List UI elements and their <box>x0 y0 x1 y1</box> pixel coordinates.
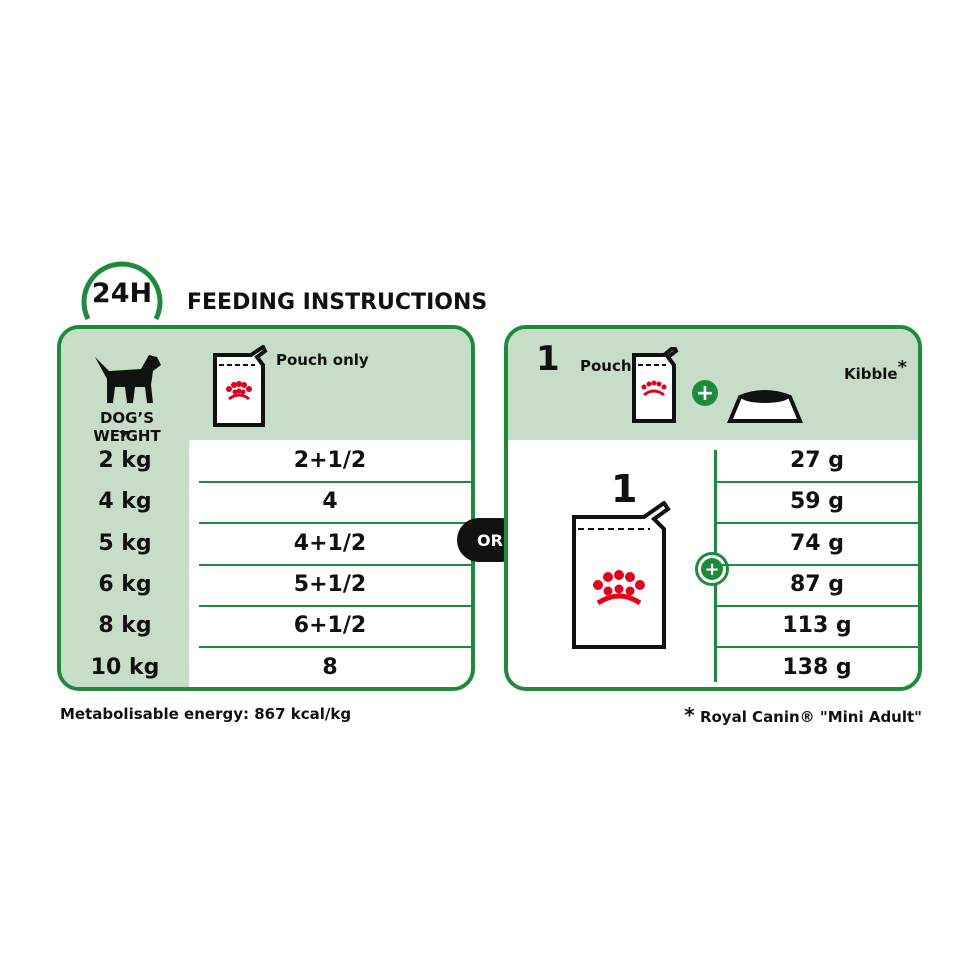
kibble-amount-cell: 59 g <box>789 489 845 515</box>
weight-cell: 4 kg <box>98 489 152 515</box>
row-divider <box>716 522 918 525</box>
weight-cell: 2 kg <box>98 448 152 473</box>
row-divider <box>716 563 918 566</box>
big-pouch-count: 1 <box>611 467 638 511</box>
pouch-icon <box>213 345 268 427</box>
row-divider <box>199 646 471 649</box>
row-divider <box>716 481 918 483</box>
pouch-amount-cell: 4 <box>322 489 338 515</box>
clock-label: 24H <box>91 278 153 309</box>
kibble-footnote: * Royal Canin® "Mini Adult" <box>684 703 922 727</box>
weight-cell: 5 kg <box>98 530 152 556</box>
plus-circle-icon: + <box>695 552 729 586</box>
page-title: FEEDING INSTRUCTIONS <box>187 290 488 315</box>
arrow-down-icon <box>119 431 129 437</box>
pouch-icon <box>632 347 679 423</box>
pouch-amount-cell: 8 <box>322 654 338 680</box>
row-divider <box>716 604 918 607</box>
row-divider <box>199 604 471 607</box>
weight-cell: 10 kg <box>90 654 160 680</box>
kibble-amount-cell: 74 g <box>789 530 845 556</box>
row-divider <box>199 481 471 483</box>
energy-note: Metabolisable energy: 867 kcal/kg <box>60 705 352 723</box>
weight-cell: 6 kg <box>98 571 152 597</box>
kibble-bowl-icon <box>727 390 803 423</box>
weight-cell: 8 kg <box>98 613 152 639</box>
pouch-amount-cell: 6+1/2 <box>293 613 367 639</box>
dog-icon <box>95 355 161 403</box>
row-divider <box>199 563 471 566</box>
pouch-only-label: Pouch only <box>276 351 369 369</box>
pouch-amount-cell: 2+1/2 <box>293 448 367 473</box>
pouch-only-panel: DOG’S WEIGHT Pouch only 2 kg 2+1/2 4 kg 4… <box>57 325 475 691</box>
pouch-count: 1 <box>536 339 560 379</box>
mixed-feeding-panel: 1 Pouch + Kibble* 1 + 27 g 59 g 74 g 87 g 11… <box>504 325 922 691</box>
pouch-amount-cell: 5+1/2 <box>293 571 367 597</box>
pouch-label: Pouch <box>580 357 632 375</box>
plus-icon: + <box>692 380 718 406</box>
row-divider <box>199 522 471 525</box>
kibble-amount-cell: 138 g <box>782 654 852 680</box>
kibble-amount-cell: 113 g <box>782 613 852 639</box>
large-pouch-icon <box>572 501 671 649</box>
dogs-weight-label: DOG’S WEIGHT <box>93 409 161 445</box>
kibble-amount-cell: 87 g <box>789 571 845 597</box>
kibble-amount-cell: 27 g <box>789 448 845 473</box>
row-divider <box>716 646 918 649</box>
pouch-amount-cell: 4+1/2 <box>293 530 367 556</box>
kibble-label: Kibble* <box>844 357 907 383</box>
clock-24h-icon <box>81 261 163 321</box>
